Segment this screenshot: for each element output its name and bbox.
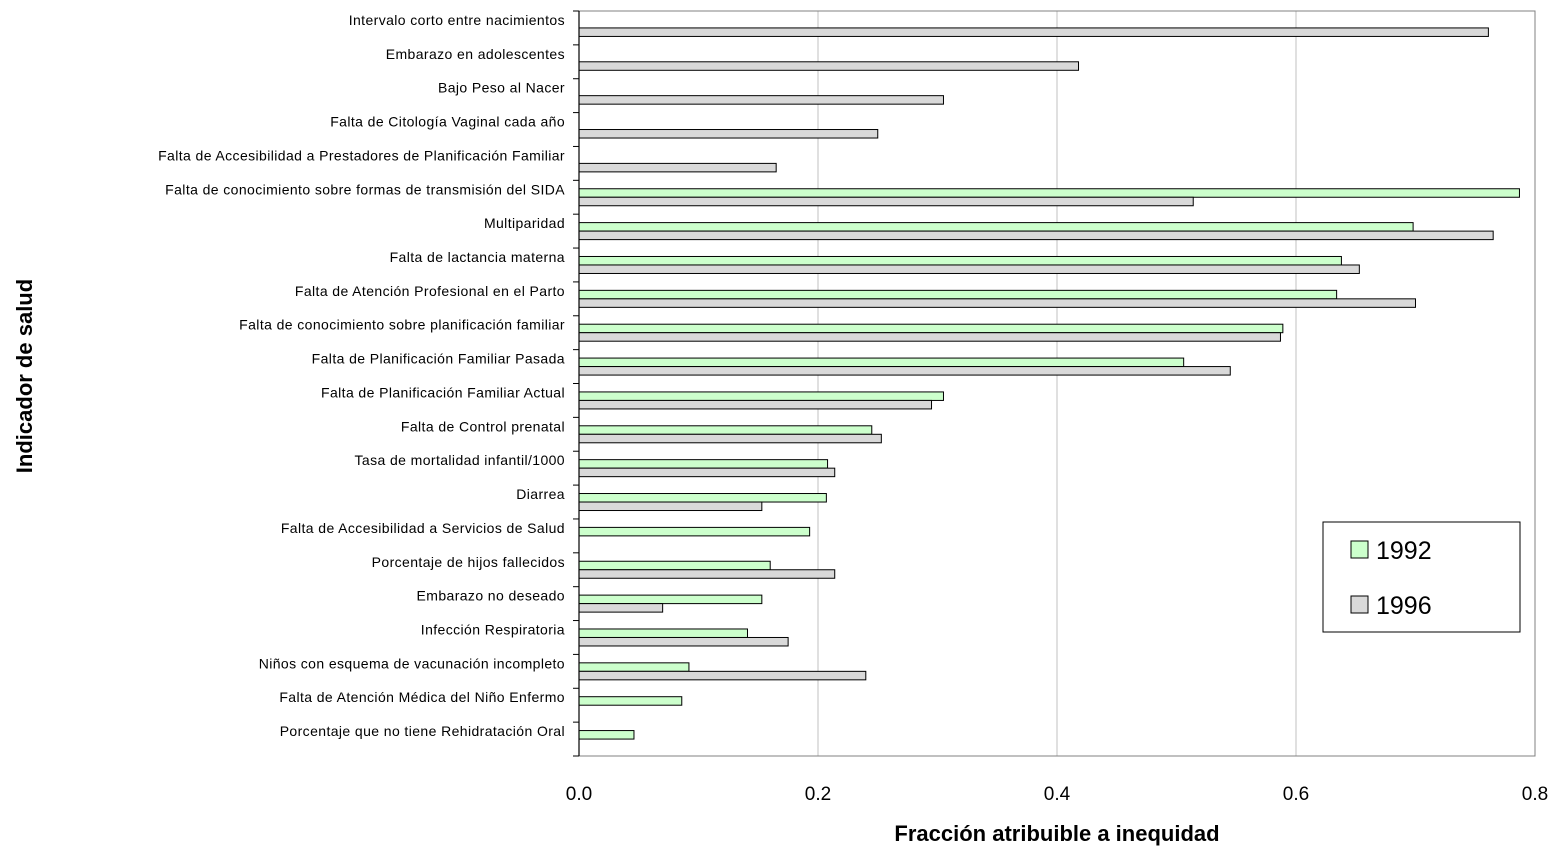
x-tick-label: 0.0 (566, 784, 592, 805)
bar-1992 (578, 594, 763, 605)
x-axis-tick-labels: 0.0 0.2 0.4 0.6 0.8 (566, 784, 1548, 805)
bar-1992 (578, 560, 771, 571)
x-axis-title: Fracción atribuible a inequidad (894, 821, 1219, 846)
bar-1996 (578, 230, 1494, 241)
bar-1992 (578, 730, 635, 740)
bar-1992 (578, 526, 811, 537)
category-label: Intervalo corto entre nacimientos (349, 12, 565, 28)
category-labels: Intervalo corto entre nacimientos Embaraz… (158, 12, 565, 739)
category-label: Multiparidad (484, 215, 565, 231)
y-axis-title: Indicador de salud (12, 279, 37, 473)
category-label: Falta de conocimiento sobre planificació… (239, 317, 565, 333)
bar-1996 (578, 399, 933, 410)
category-label: Infección Respiratoria (421, 621, 565, 637)
x-tick-label: 0.6 (1283, 784, 1309, 805)
category-label: Falta de Planificación Familiar Pasada (312, 351, 565, 367)
bar-1996 (578, 603, 664, 613)
bar-1992 (578, 425, 873, 435)
bar-1992 (578, 323, 1284, 334)
legend-swatch-1996 (1350, 595, 1369, 614)
bar-1992 (578, 662, 690, 672)
bar-1996 (578, 61, 1080, 71)
bar-1996 (578, 129, 879, 139)
category-label: Falta de Planificación Familiar Actual (321, 384, 565, 400)
category-label: Falta de Accesibilidad a Servicios de Sa… (281, 520, 565, 536)
x-tick-label: 0.4 (1044, 784, 1071, 805)
category-label: Embarazo en adolescentes (386, 46, 565, 62)
y-axis-ticks (573, 10, 579, 757)
category-label: Diarrea (516, 486, 565, 502)
bar-1996 (578, 264, 1360, 274)
category-label: Falta de conocimiento sobre formas de tr… (165, 181, 565, 197)
legend-label-1996: 1996 (1376, 592, 1432, 620)
bar-1996 (578, 332, 1281, 342)
bar-1992 (578, 493, 827, 503)
bar-1992 (578, 222, 1414, 232)
bar-1996 (578, 467, 836, 478)
bar-1992 (578, 289, 1338, 300)
bar-1992 (578, 188, 1520, 198)
bar-1996 (578, 162, 777, 173)
legend-label-1992: 1992 (1376, 537, 1432, 565)
category-label: Bajo Peso al Nacer (438, 80, 565, 96)
category-label: Tasa de mortalidad infantil/1000 (355, 452, 565, 468)
category-label: Falta de lactancia materna (390, 249, 565, 265)
bar-1996 (578, 501, 763, 512)
category-label: Falta de Atención Profesional en el Part… (295, 283, 565, 299)
bar-1996 (578, 636, 789, 647)
bar-1992 (578, 628, 748, 638)
x-tick-label: 0.2 (805, 784, 831, 805)
bar-1996 (578, 298, 1416, 308)
category-label: Porcentaje que no tiene Rehidratación Or… (280, 723, 565, 739)
legend-swatch-1992 (1350, 540, 1369, 559)
bar-1992 (578, 696, 683, 706)
category-label: Niños con esquema de vacunación incomple… (259, 655, 565, 671)
bar-1992 (578, 459, 829, 469)
category-label: Embarazo no deseado (417, 588, 565, 604)
bar-1992 (578, 391, 944, 401)
bar-1996 (578, 27, 1489, 37)
bar-1996 (578, 670, 867, 681)
legend-box (1322, 521, 1521, 633)
bar-1996 (578, 433, 882, 444)
x-tick-label: 0.8 (1522, 784, 1548, 805)
bar-1992 (578, 357, 1185, 368)
bar-1996 (578, 196, 1194, 207)
gridlines (817, 11, 1297, 756)
bars (578, 27, 1520, 740)
bar-1996 (578, 95, 944, 105)
category-label: Falta de Accesibilidad a Prestadores de … (158, 147, 565, 163)
bar-1996 (578, 569, 836, 579)
category-label: Falta de Control prenatal (401, 418, 565, 434)
category-label: Falta de Citología Vaginal cada año (330, 114, 565, 130)
bar-1996 (578, 366, 1231, 376)
legend: 1992 1996 (1322, 521, 1521, 633)
category-label: Falta de Atención Médica del Niño Enferm… (279, 689, 565, 705)
bar-1992 (578, 255, 1342, 266)
category-label: Porcentaje de hijos fallecidos (372, 554, 565, 570)
